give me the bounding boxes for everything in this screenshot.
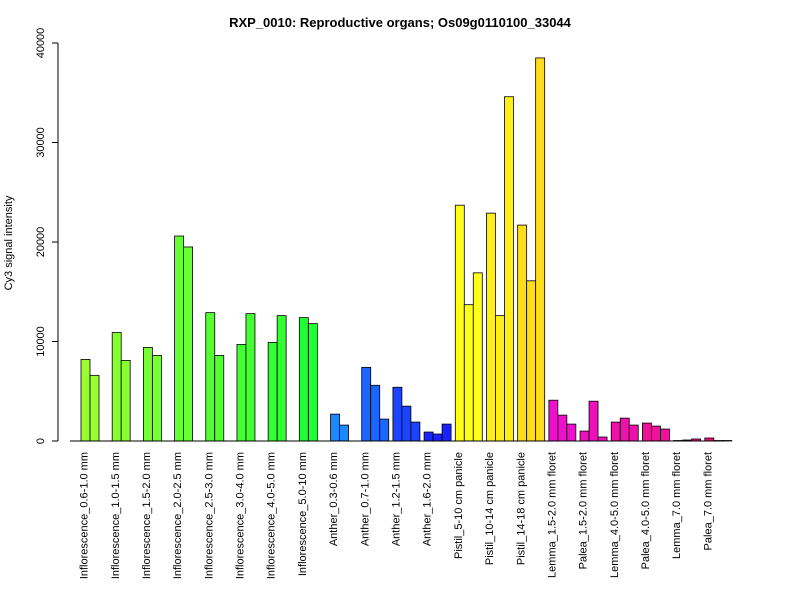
x-axis-labels: Inflorescence_0.6-1.0 mm Inflorescence_1.… [79,452,715,579]
bar [472,272,483,442]
bar [214,355,225,442]
bar [535,57,546,442]
x-tick-label: Inflorescence_1.5-2.0 mm [141,452,153,579]
y-axis: 0 10000 20000 30000 40000 [35,28,59,444]
bar [628,424,639,442]
bar [517,224,528,442]
x-tick-label: Anther_1.2-1.5 mm [391,452,403,546]
bars [70,57,733,442]
x-tick-label: Inflorescence_3.0-4.0 mm [235,452,247,579]
x-tick-label: Palea_4.0-5.0 mm floret [640,452,652,569]
bar [566,423,577,442]
bar [660,428,670,442]
x-tick-label: Anther_0.7-1.0 mm [359,452,371,546]
y-tick-label: 10000 [35,326,47,357]
bar [370,384,381,442]
x-tick-label: Inflorescence_2.5-3.0 mm [203,452,215,579]
bar [579,430,590,442]
bar [410,421,421,442]
bar [432,433,443,442]
bar [267,342,278,442]
bar [463,304,474,442]
x-tick-label: Anther_1.6-2.0 mm [422,452,434,546]
bar [642,422,652,442]
x-tick-label: Lemma_4.0-5.0 mm floret [609,452,621,578]
x-tick-label: Inflorescence_5.0-10 mm [297,452,309,576]
bar [307,323,318,442]
bar [361,366,372,442]
bar [245,313,256,442]
x-tick-label: Palea_1.5-2.0 mm floret [578,452,590,569]
bar [183,246,193,442]
bar [651,425,661,442]
bar [151,355,162,442]
bar [298,317,309,442]
bar [392,386,403,442]
bar [401,405,412,442]
x-tick-label: Palea_7.0 mm floret [702,452,714,550]
x-tick-label: Anther_0.3-0.6 mm [328,452,340,546]
x-tick-label: Inflorescence_0.6-1.0 mm [79,452,91,579]
x-tick-label: Lemma_1.5-2.0 mm floret [546,452,558,578]
bar [339,424,349,442]
bar [504,96,514,442]
y-axis-label: Cy3 signal intensity [3,195,15,290]
bar [548,399,559,442]
bar [89,374,100,442]
bar [205,312,216,442]
bar [526,280,537,442]
x-tick-label: Pistil_10-14 cm panicle [484,452,496,565]
x-tick-label: Pistil_5-10 cm panicle [453,452,465,559]
bar [597,436,608,442]
x-tick-label: Inflorescence_4.0-5.0 mm [266,452,278,579]
y-tick-label: 0 [35,438,47,444]
bar [330,413,340,442]
y-tick-label: 20000 [35,227,47,258]
bar [276,315,287,442]
bar [379,418,390,442]
bar [441,423,452,442]
bar [236,344,247,442]
bar [495,315,505,442]
bar [486,212,496,442]
bar [454,204,465,442]
bar [557,414,568,442]
bar [174,235,184,442]
x-tick-label: Lemma_7.0 mm floret [671,452,683,559]
bar [423,431,434,442]
bar [80,359,91,442]
x-tick-label: Inflorescence_1.0-1.5 mm [110,452,122,579]
chart-title: RXP_0010: Reproductive organs; Os09g0110… [229,15,572,30]
y-tick-label: 30000 [35,127,47,158]
bar [142,347,153,442]
x-tick-label: Pistil_14-18 cm panicle [515,452,527,565]
bar [610,421,621,442]
bar [120,360,131,442]
bar [111,332,122,442]
y-tick-label: 40000 [35,28,47,59]
x-tick-label: Inflorescence_2.0-2.5 mm [172,452,184,579]
bar [619,417,630,442]
bar [588,400,599,442]
